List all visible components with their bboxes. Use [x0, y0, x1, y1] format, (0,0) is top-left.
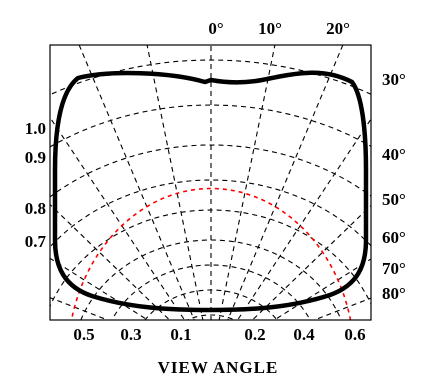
bottom-tick-label-3: 0.2 — [244, 325, 265, 344]
grid-radial-4 — [236, 118, 371, 320]
right-tick-label-0: 30° — [382, 70, 406, 89]
grid-arc-0 — [186, 314, 236, 320]
grid-radial-6 — [218, 45, 276, 320]
bottom-tick-label-4: 0.4 — [293, 325, 315, 344]
x-axis-label: VIEW ANGLE — [158, 358, 279, 377]
left-tick-label-0: 1.0 — [25, 119, 46, 138]
grid-radial-9 — [78, 45, 195, 320]
right-tick-label-3: 60° — [382, 228, 406, 247]
top-tick-label-1: 10° — [258, 19, 282, 38]
bottom-tick-label-1: 0.3 — [120, 325, 141, 344]
bottom-tick-label-2: 0.1 — [170, 325, 191, 344]
right-tick-label-1: 40° — [382, 145, 406, 164]
red-contour — [70, 187, 352, 320]
right-tick-label-2: 50° — [382, 190, 406, 209]
red-contour-line — [70, 187, 352, 320]
bottom-tick-label-0: 0.5 — [73, 325, 94, 344]
left-tick-label-1: 0.9 — [25, 148, 46, 167]
grid-radial-11 — [50, 203, 171, 320]
grid-radial-5 — [227, 45, 344, 320]
grid-radial-8 — [146, 45, 204, 320]
grid-arc-2 — [111, 264, 311, 320]
boundary-curve — [52, 70, 369, 313]
grid-radial-10 — [50, 116, 186, 320]
left-tick-label-2: 0.8 — [25, 199, 46, 218]
plot-frame — [49, 44, 372, 321]
left-tick-label-3: 0.7 — [25, 232, 47, 251]
bottom-tick-label-5: 0.6 — [344, 325, 365, 344]
top-tick-label-0: 0° — [208, 19, 223, 38]
grid-lines — [50, 45, 371, 320]
grid-arc-7 — [50, 104, 371, 148]
right-tick-label-5: 80° — [382, 284, 406, 303]
right-tick-label-4: 70° — [382, 259, 406, 278]
top-tick-label-2: 20° — [326, 19, 350, 38]
